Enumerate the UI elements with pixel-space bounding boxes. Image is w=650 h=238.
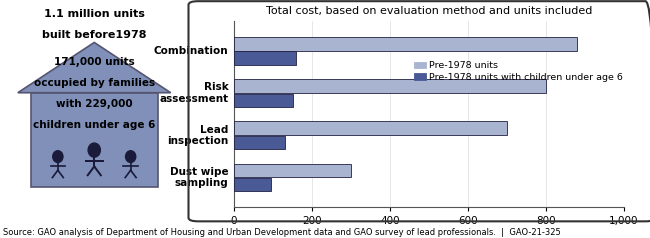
Text: 171,000 units: 171,000 units [54,57,135,67]
Text: with 229,000: with 229,000 [56,99,133,109]
Polygon shape [18,42,171,93]
Circle shape [53,151,63,163]
Bar [234,178,271,191]
Text: built before1978: built before1978 [42,30,146,40]
Text: children under age 6: children under age 6 [33,120,155,130]
Bar [234,164,351,177]
Bar [234,79,546,93]
Bar [234,51,296,65]
Polygon shape [31,93,158,187]
Legend: Pre-1978 units, Pre-1978 units with children under age 6: Pre-1978 units, Pre-1978 units with chil… [414,61,623,82]
Circle shape [125,151,136,163]
Text: occupied by families: occupied by families [34,78,155,88]
Bar [234,121,507,135]
Bar [234,94,292,107]
Text: 1.1 million units: 1.1 million units [44,9,145,19]
Bar [234,136,285,149]
Title: Total cost, based on evaluation method and units included: Total cost, based on evaluation method a… [266,6,592,16]
Bar [234,37,577,50]
Text: Source: GAO analysis of Department of Housing and Urban Development data and GAO: Source: GAO analysis of Department of Ho… [3,228,561,237]
Circle shape [88,143,100,157]
